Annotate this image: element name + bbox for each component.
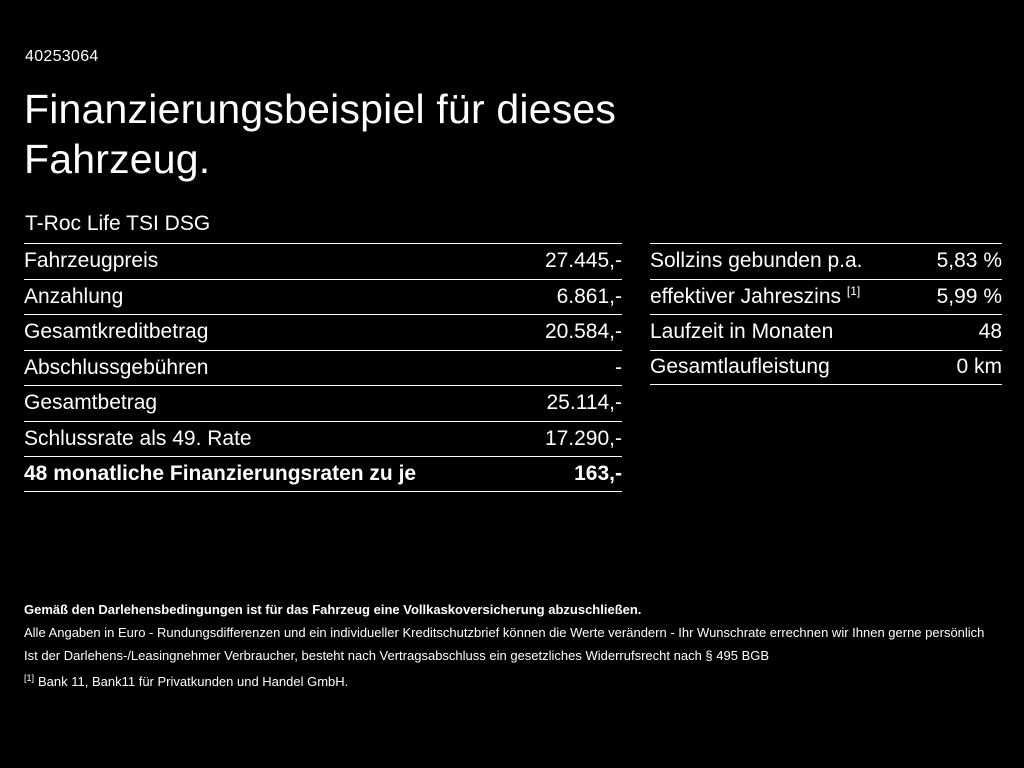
table-row-monthly-rate: 48 monatliche Finanzierungsraten zu je 1… bbox=[24, 456, 622, 492]
footnote-ref: [1] bbox=[846, 283, 861, 298]
table-row: Fahrzeugpreis 27.445,- bbox=[24, 243, 622, 279]
row-label: Laufzeit in Monaten bbox=[650, 320, 834, 344]
table-row: Gesamtlaufleistung 0 km bbox=[650, 349, 1002, 385]
row-label: Gesamtkreditbetrag bbox=[24, 320, 209, 344]
row-label: 48 monatliche Finanzierungsraten zu je bbox=[24, 461, 417, 485]
bank-footnote: [1] Bank 11, Bank11 für Privatkunden und … bbox=[24, 670, 992, 693]
page-title: Finanzierungsbeispiel für dieses Fahrzeu… bbox=[24, 86, 617, 182]
table-row: Schlussrate als 49. Rate 17.290,- bbox=[24, 420, 622, 457]
row-value: 163,- bbox=[574, 461, 622, 485]
table-row: Gesamtbetrag 25.114,- bbox=[24, 385, 622, 421]
row-value: - bbox=[615, 355, 622, 379]
row-label: Gesamtbetrag bbox=[24, 391, 158, 415]
table-row: Laufzeit in Monaten 48 bbox=[650, 314, 1002, 350]
row-label: Sollzins gebunden p.a. bbox=[650, 249, 863, 273]
table-row: Abschlussgebühren - bbox=[24, 349, 622, 386]
row-value: 17.290,- bbox=[544, 426, 622, 450]
row-value: 0 km bbox=[956, 355, 1002, 379]
row-value: 27.445,- bbox=[544, 249, 622, 273]
row-value: 5,99 % bbox=[936, 284, 1002, 308]
row-label: Gesamtlaufleistung bbox=[650, 355, 830, 379]
table-row: Sollzins gebunden p.a. 5,83 % bbox=[650, 243, 1002, 279]
footnote-marker: [1] bbox=[24, 672, 35, 683]
vehicle-id: 40253064 bbox=[25, 48, 99, 65]
financing-table-left: Fahrzeugpreis 27.445,- Anzahlung 6.861,-… bbox=[24, 243, 622, 492]
row-label: Fahrzeugpreis bbox=[24, 249, 159, 273]
row-value: 5,83 % bbox=[936, 249, 1002, 273]
row-label: Abschlussgebühren bbox=[24, 355, 209, 379]
insurance-note: Gemäß den Darlehensbedingungen ist für d… bbox=[24, 602, 642, 617]
table-row: Anzahlung 6.861,- bbox=[24, 278, 622, 315]
row-label: Schlussrate als 49. Rate bbox=[24, 426, 252, 450]
row-value: 48 bbox=[978, 320, 1002, 344]
disclaimer-line-2: Ist der Darlehens-/Leasingnehmer Verbrau… bbox=[24, 648, 770, 663]
disclaimer-line-1: Alle Angaben in Euro - Rundungsdifferenz… bbox=[24, 625, 985, 640]
table-row: effektiver Jahreszins [1] 5,99 % bbox=[650, 278, 1002, 315]
row-label: Anzahlung bbox=[24, 284, 124, 308]
row-value: 20.584,- bbox=[544, 320, 622, 344]
table-row: Gesamtkreditbetrag 20.584,- bbox=[24, 314, 622, 350]
footnote-text: Bank 11, Bank11 für Privatkunden und Han… bbox=[38, 674, 349, 689]
row-value: 25.114,- bbox=[546, 391, 623, 415]
vehicle-model-subtitle: T-Roc Life TSI DSG bbox=[25, 212, 211, 235]
row-value: 6.861,- bbox=[556, 284, 622, 308]
row-label: effektiver Jahreszins [1] bbox=[650, 283, 861, 308]
legal-footer: Gemäß den Darlehensbedingungen ist für d… bbox=[24, 598, 992, 693]
financing-table-right: Sollzins gebunden p.a. 5,83 % effektiver… bbox=[650, 243, 1002, 385]
